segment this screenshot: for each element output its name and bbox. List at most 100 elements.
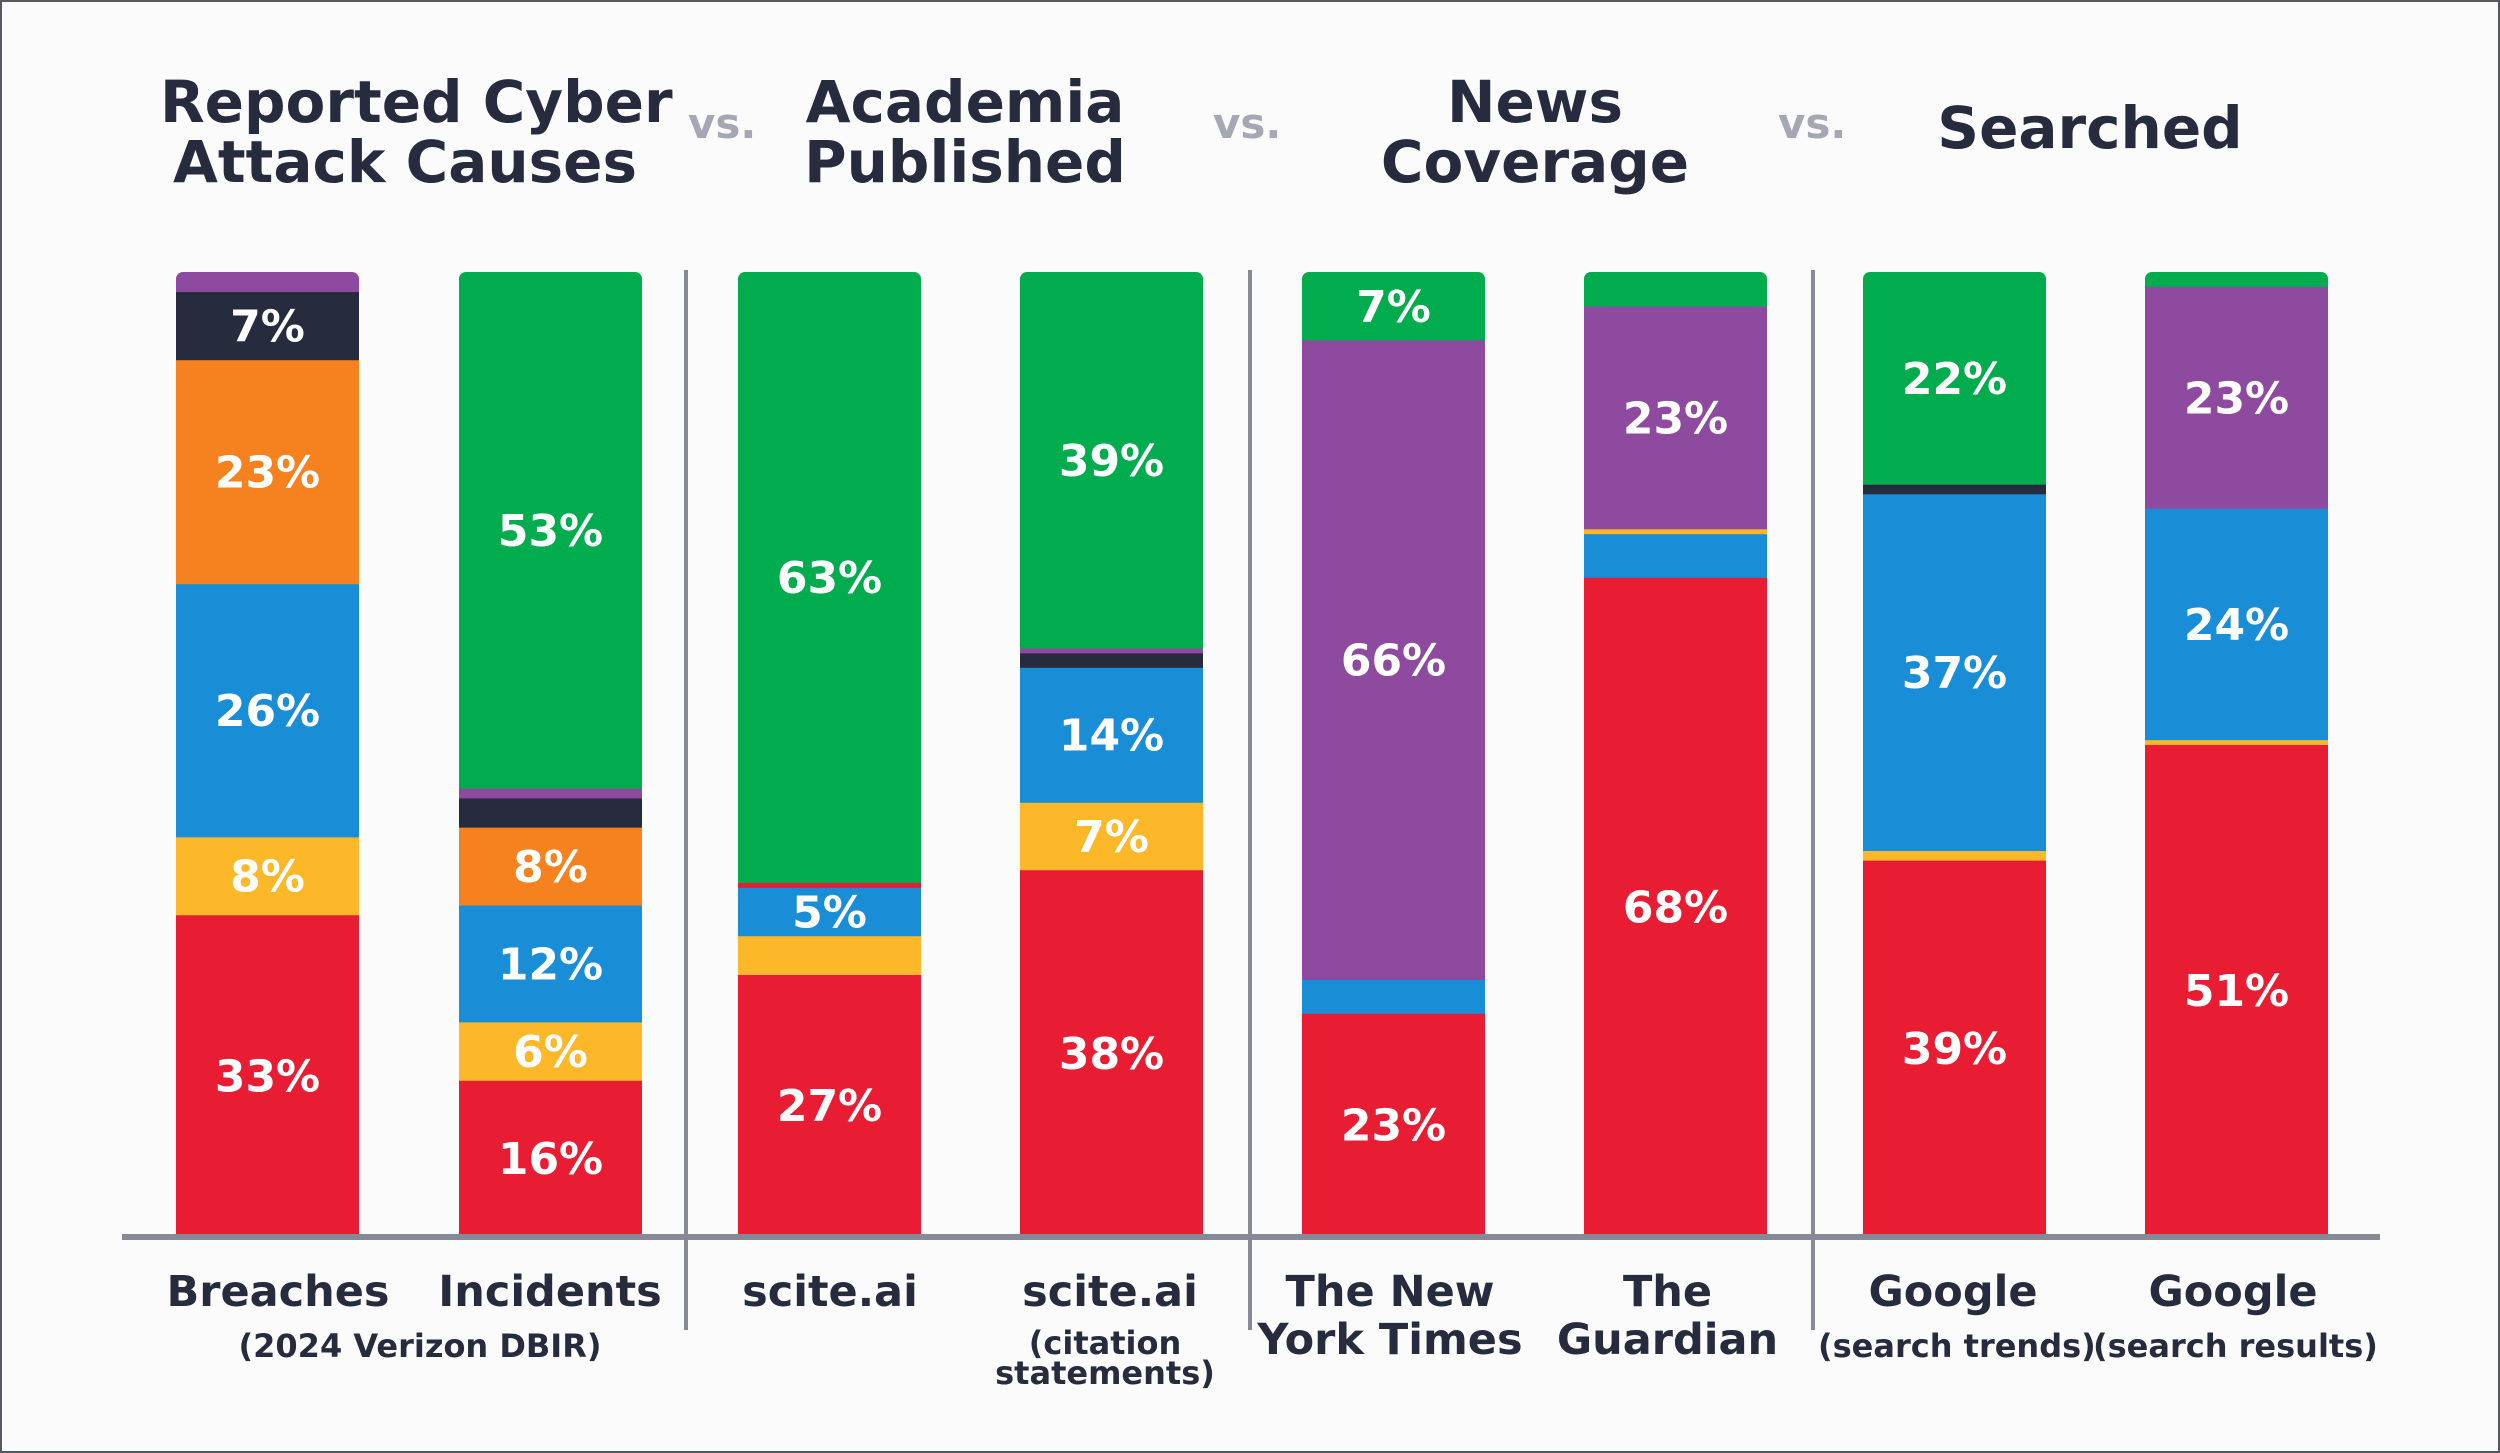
stacked-bar: 39% 37% 22% — [1863, 272, 2046, 1237]
bar-segment-yellow — [459, 1021, 642, 1081]
bar-segment-orange — [176, 359, 359, 585]
bar-segment-green — [2145, 272, 2328, 288]
bar-label-line: Guardian — [1556, 1315, 1779, 1365]
group-title-news: News Coverage — [1370, 72, 1700, 192]
bar-segment-blue — [1302, 979, 1485, 1014]
group-title-searched: Searched — [1920, 98, 2260, 158]
bar-segment-purple — [1020, 647, 1203, 654]
bar-label-line: York Times — [1257, 1315, 1523, 1365]
segment-value-label: 12% — [498, 939, 603, 990]
stacked-bar: 51% 24% 23% — [2145, 272, 2328, 1237]
bar-segment-green — [1863, 272, 2046, 485]
bar-segment-dark — [1863, 484, 2046, 495]
bar-segment-blue — [459, 904, 642, 1023]
bar-segment-yellow — [1020, 802, 1203, 871]
stacked-bar: 27% 5% 63% — [738, 272, 921, 1237]
bar-segment-purple — [1584, 305, 1767, 530]
bar-segment-yellow — [1863, 850, 2046, 861]
bar-label-guardian: The Guardian — [1545, 1268, 1790, 1364]
segment-value-label: 39% — [1059, 436, 1164, 487]
bar-segment-yellow — [2145, 739, 2328, 745]
bar-label-scite-citation: scite.ai — [1022, 1267, 1198, 1317]
group-title-line: Coverage — [1380, 128, 1690, 196]
group-title-academia: Academia Published — [790, 72, 1140, 192]
bar-segment-red — [738, 882, 921, 888]
segment-value-label: 66% — [1341, 636, 1446, 687]
bar-segment-green — [738, 272, 921, 883]
bar-label-incidents: Incidents — [438, 1267, 662, 1317]
bar-label-scite: scite.ai — [742, 1267, 918, 1317]
bar-label-line: The — [1622, 1267, 1713, 1317]
segment-value-label: 23% — [1623, 393, 1728, 444]
bar-label-nyt: The New York Times — [1255, 1268, 1525, 1364]
segment-value-label: 6% — [513, 1027, 588, 1078]
group-title-line: Searched — [1937, 94, 2243, 162]
group-title-line: Reported Cyber — [160, 68, 673, 136]
stacked-bar: 38% 7% 14% 39% — [1020, 272, 1203, 1237]
vs-label: vs. — [688, 99, 757, 148]
segment-value-label: 14% — [1059, 711, 1164, 762]
bar-segment-blue — [1584, 533, 1767, 578]
bar-label-google-trends: Google — [1868, 1267, 2038, 1317]
bar-segment-blue — [1863, 493, 2046, 851]
footnote-line: (citation — [1028, 1324, 1182, 1362]
segment-value-label: 51% — [2184, 966, 2289, 1017]
bar-segment-dark — [459, 797, 642, 828]
bar-segment-red — [1584, 577, 1767, 1237]
bar-sub-google-results: (search results) — [2093, 1327, 2378, 1365]
segment-value-label: 23% — [1341, 1101, 1446, 1152]
segment-value-label: 63% — [777, 553, 882, 604]
segment-value-label: 38% — [1059, 1029, 1164, 1080]
segment-value-label: 22% — [1902, 354, 2007, 405]
segment-value-label: 7% — [1074, 812, 1149, 863]
segment-value-label: 24% — [2184, 600, 2289, 651]
group-title-line: Academia — [805, 68, 1125, 136]
bar-segment-red — [1020, 869, 1203, 1237]
stacked-bar: 68% 23% — [1584, 272, 1767, 1237]
bar-segment-red — [459, 1080, 642, 1237]
bar-segment-green — [1020, 272, 1203, 649]
bar-segment-blue — [1020, 667, 1203, 803]
segment-value-label: 37% — [1902, 648, 2007, 699]
bar-segment-orange — [459, 827, 642, 906]
segment-value-label: 5% — [792, 887, 867, 938]
segment-value-label: 53% — [498, 506, 603, 557]
group-title-reported: Reported Cyber Attack Causes — [160, 68, 673, 196]
bar-segment-green — [1584, 272, 1767, 307]
segment-value-label: 23% — [2184, 373, 2289, 424]
segment-value-label: 7% — [1356, 282, 1431, 333]
footnote-citation: (citation statements) — [960, 1324, 1250, 1392]
bar-sub-google-trends: (search trends) — [1818, 1327, 2096, 1365]
bar-segment-red — [1863, 860, 2046, 1237]
segment-value-label: 33% — [215, 1051, 320, 1102]
bar-segment-red — [1302, 1013, 1485, 1237]
segment-value-label: 16% — [498, 1134, 603, 1185]
segment-value-label: 26% — [215, 686, 320, 737]
bar-segment-dark — [1020, 652, 1203, 668]
segment-value-label: 27% — [777, 1081, 882, 1132]
bar-segment-purple — [176, 272, 359, 293]
segment-value-label: 23% — [215, 448, 320, 499]
footnote-line: statements) — [995, 1354, 1215, 1392]
bar-label-breaches: Breaches — [166, 1267, 390, 1317]
segment-value-label: 8% — [230, 852, 305, 903]
bar-segment-green — [1302, 272, 1485, 341]
group-title-line: News — [1447, 68, 1623, 136]
group-title-line: Attack Causes — [173, 128, 637, 196]
stacked-bar: 23% 66% 7% — [1302, 272, 1485, 1237]
stacked-bar: 16% 6% 12% 8% 53% — [459, 272, 642, 1237]
bar-segment-blue — [176, 583, 359, 838]
segment-value-label: 7% — [230, 302, 305, 353]
bar-segment-red — [176, 914, 359, 1237]
segment-value-label: 39% — [1902, 1024, 2007, 1075]
bar-segment-purple — [459, 788, 642, 799]
bar-label-line: The New — [1285, 1267, 1495, 1317]
bar-segment-red — [738, 974, 921, 1237]
bar-label-google-results: Google — [2148, 1267, 2318, 1317]
bar-segment-yellow — [738, 935, 921, 976]
footnote-verizon: (2024 Verizon DBIR) — [238, 1327, 602, 1365]
stacked-bar: 33% 8% 26% 23% 7% — [176, 272, 359, 1237]
bar-segment-blue — [738, 887, 921, 937]
bar-segment-purple — [1302, 339, 1485, 980]
